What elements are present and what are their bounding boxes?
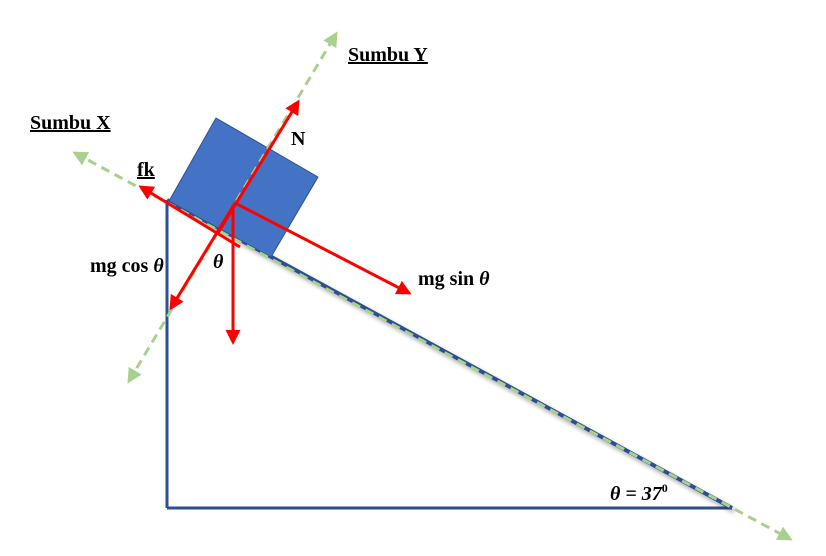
normal-force-label: N: [291, 128, 306, 150]
theta-label: θ: [213, 251, 224, 273]
friction-force-arrow: [138, 185, 241, 249]
mg-sin-arrow: [234, 201, 412, 295]
mg-cos-arrow: [169, 202, 237, 311]
mg-cos-label: mg cos θ: [90, 255, 164, 277]
x-axis-label: Sumbu X: [30, 112, 111, 134]
angle-label: θ = 370: [610, 481, 668, 505]
friction-label: fk: [137, 159, 156, 181]
y-axis-label: Sumbu Y: [348, 44, 428, 66]
mg-sin-label: mg sin θ: [418, 268, 490, 290]
